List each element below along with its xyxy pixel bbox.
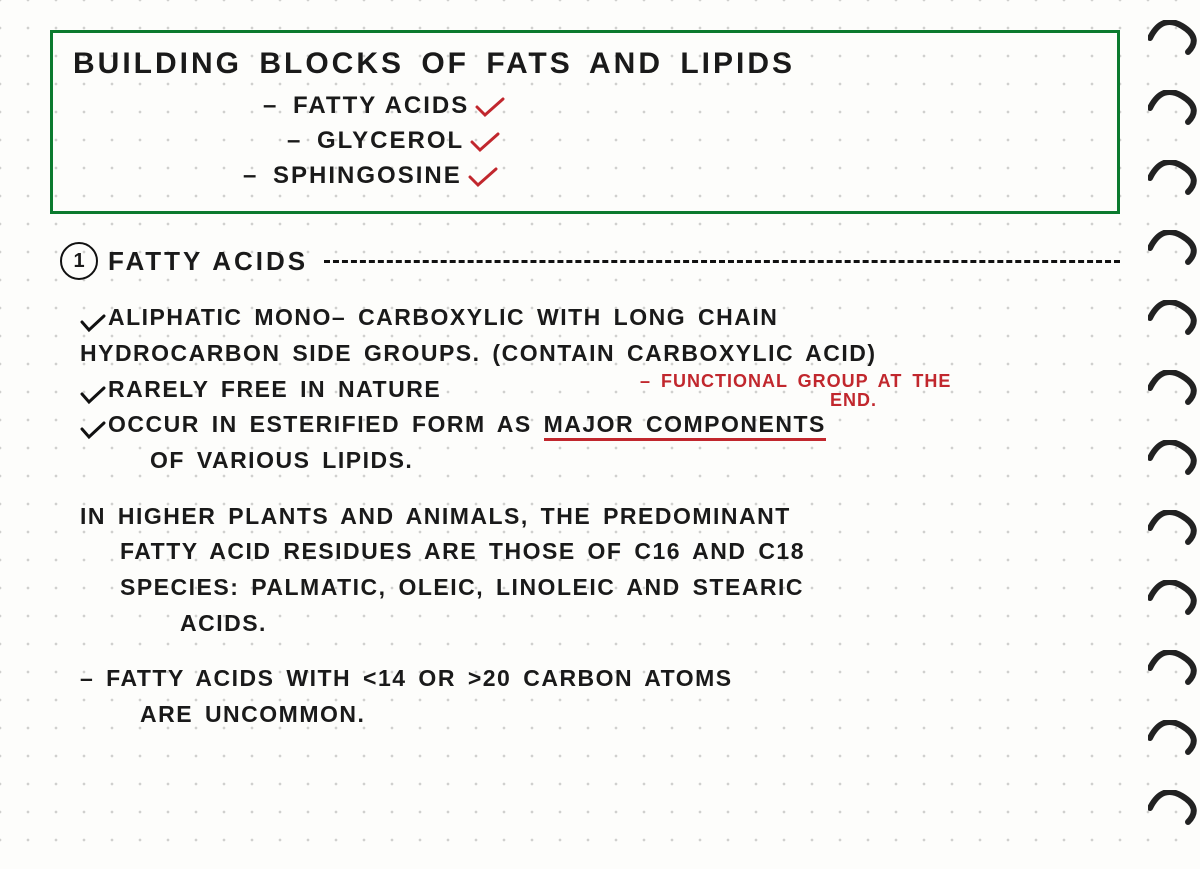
- page-title: BUILDING BLOCKS OF FATS AND LIPIDS: [73, 47, 1097, 81]
- check-icon: [80, 416, 106, 436]
- check-icon: [470, 130, 500, 152]
- title-sub-list: – FATTY ACIDS – GLYCEROL – SPHINGOSINE: [263, 89, 1097, 193]
- text-line: OF VARIOUS LIPIDS.: [150, 443, 1120, 479]
- check-icon: [80, 309, 106, 329]
- text-line: – FATTY ACIDS WITH <14 OR >20 CARBON ATO…: [80, 665, 733, 691]
- text-line: ARE UNCOMMON.: [140, 697, 1120, 733]
- section-number: 1: [60, 242, 98, 280]
- heading-rule: [324, 260, 1120, 263]
- red-annotation: – FUNCTIONAL GROUP AT THE END.: [640, 372, 1080, 410]
- list-item: – SPHINGOSINE: [243, 159, 1097, 194]
- text-line: IN HIGHER PLANTS AND ANIMALS, THE PREDOM…: [80, 503, 791, 529]
- text-line: OCCUR IN ESTERIFIED FORM AS: [108, 411, 544, 437]
- title-box: BUILDING BLOCKS OF FATS AND LIPIDS – FAT…: [50, 30, 1120, 214]
- check-icon: [468, 165, 498, 187]
- text-line: SPECIES: PALMATIC, OLEIC, LINOLEIC AND S…: [120, 570, 1120, 606]
- list-item: – GLYCEROL: [287, 124, 1097, 159]
- text-line: FATTY ACID RESIDUES ARE THOSE OF C16 AND…: [120, 534, 1120, 570]
- section-heading: 1 FATTY ACIDS: [60, 242, 1120, 280]
- spiral-binding: [1152, 0, 1200, 869]
- text-line: HYDROCARBON SIDE GROUPS. (CONTAIN CARBOX…: [80, 340, 877, 366]
- text-line: ACIDS.: [180, 606, 1120, 642]
- text-line: ALIPHATIC MONO– CARBOXYLIC WITH LONG CHA…: [108, 304, 778, 330]
- paragraph-3: – FATTY ACIDS WITH <14 OR >20 CARBON ATO…: [80, 661, 1120, 732]
- paragraph-2: IN HIGHER PLANTS AND ANIMALS, THE PREDOM…: [80, 499, 1120, 642]
- underlined-text: MAJOR COMPONENTS: [544, 411, 826, 441]
- text-line: RARELY FREE IN NATURE: [108, 376, 441, 402]
- bullet-block-1: ALIPHATIC MONO– CARBOXYLIC WITH LONG CHA…: [80, 300, 1120, 478]
- note-content: BUILDING BLOCKS OF FATS AND LIPIDS – FAT…: [50, 30, 1120, 732]
- section-title: FATTY ACIDS: [108, 246, 308, 277]
- check-icon: [80, 381, 106, 401]
- list-item: – FATTY ACIDS: [263, 89, 1097, 124]
- check-icon: [475, 95, 505, 117]
